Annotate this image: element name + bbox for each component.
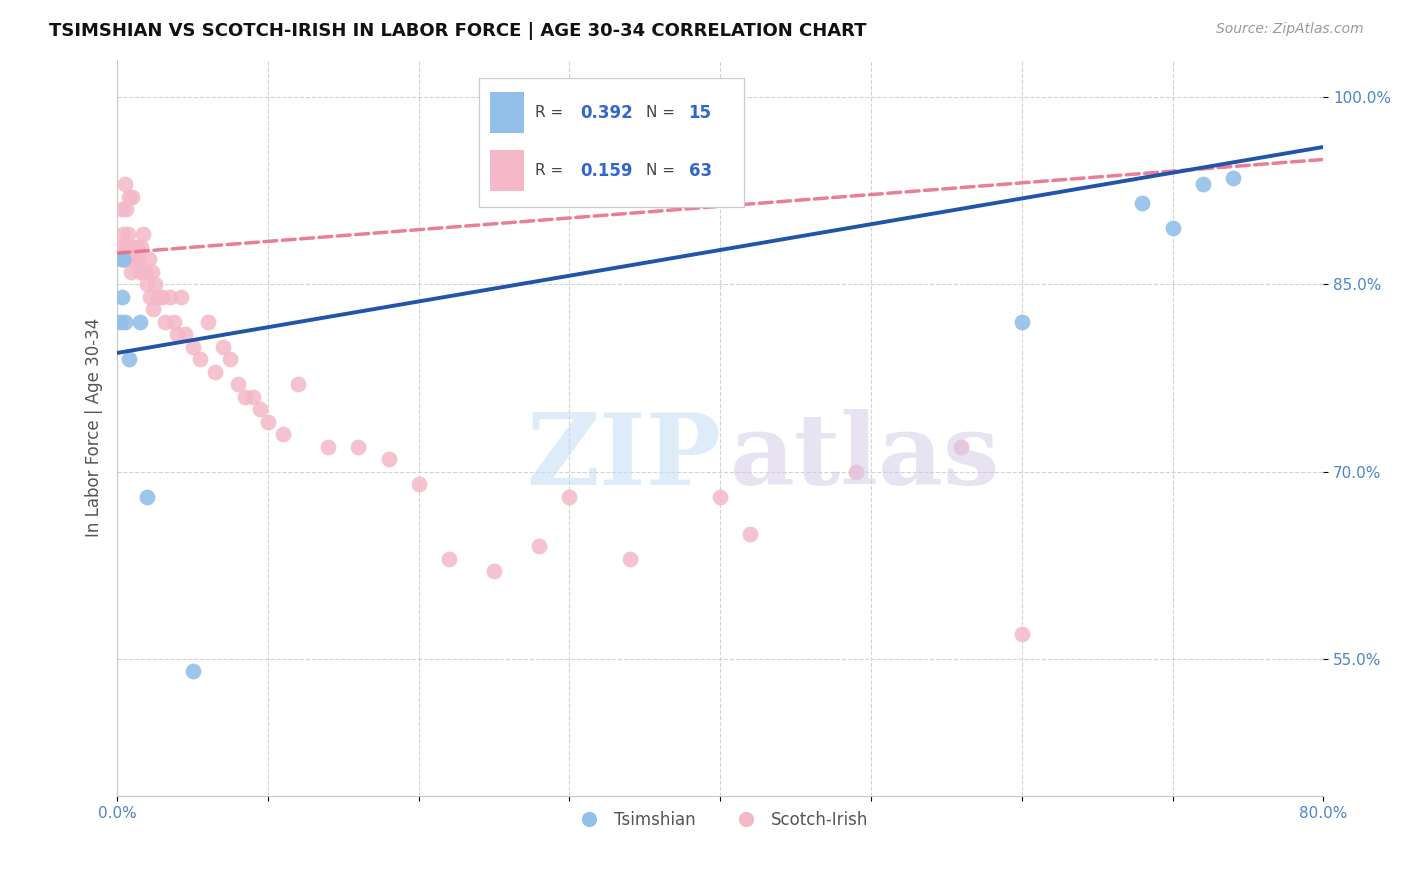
Point	[181, 665, 204, 679]
Point	[377, 452, 399, 467]
Point	[114, 315, 136, 329]
Text: atlas: atlas	[730, 409, 1000, 506]
Point	[347, 440, 370, 454]
Point	[709, 490, 731, 504]
Point	[118, 352, 141, 367]
Point	[111, 290, 134, 304]
Point	[112, 252, 135, 267]
Text: TSIMSHIAN VS SCOTCH-IRISH IN LABOR FORCE | AGE 30-34 CORRELATION CHART: TSIMSHIAN VS SCOTCH-IRISH IN LABOR FORCE…	[49, 22, 866, 40]
Point	[1011, 315, 1033, 329]
Point	[134, 265, 156, 279]
Point	[127, 252, 149, 267]
Point	[257, 415, 280, 429]
Point	[138, 252, 160, 267]
Text: Source: ZipAtlas.com: Source: ZipAtlas.com	[1216, 22, 1364, 37]
Point	[204, 365, 226, 379]
Point	[136, 277, 159, 292]
Point	[118, 190, 141, 204]
Point	[226, 377, 249, 392]
Point	[131, 240, 153, 254]
Point	[117, 227, 139, 242]
Point	[169, 290, 191, 304]
Point	[1161, 221, 1184, 235]
Point	[128, 265, 150, 279]
Point	[135, 265, 157, 279]
Point	[619, 552, 641, 566]
Legend: Tsimshian, Scotch-Irish: Tsimshian, Scotch-Irish	[565, 805, 875, 836]
Point	[112, 227, 135, 242]
Point	[108, 240, 131, 254]
Point	[120, 252, 142, 267]
Point	[271, 427, 294, 442]
Point	[121, 252, 143, 267]
Point	[181, 340, 204, 354]
Point	[112, 252, 135, 267]
Point	[740, 527, 762, 541]
Point	[249, 402, 271, 417]
Point	[122, 240, 145, 254]
Point	[437, 552, 460, 566]
Point	[408, 477, 430, 491]
Point	[152, 290, 174, 304]
Point	[114, 252, 136, 267]
Point	[124, 252, 146, 267]
Point	[143, 277, 166, 292]
Point	[115, 240, 138, 254]
Point	[316, 440, 339, 454]
Point	[233, 390, 256, 404]
Point	[155, 315, 177, 329]
Point	[108, 315, 131, 329]
Y-axis label: In Labor Force | Age 30-34: In Labor Force | Age 30-34	[86, 318, 103, 538]
Point	[120, 265, 142, 279]
Point	[139, 290, 162, 304]
Point	[482, 565, 505, 579]
Point	[529, 540, 551, 554]
Point	[558, 490, 581, 504]
Point	[136, 490, 159, 504]
Point	[121, 190, 143, 204]
Point	[174, 327, 197, 342]
Point	[132, 227, 155, 242]
Point	[219, 352, 242, 367]
Text: ZIP: ZIP	[526, 409, 721, 506]
Point	[950, 440, 973, 454]
Point	[211, 340, 233, 354]
Point	[845, 465, 868, 479]
Point	[188, 352, 211, 367]
Point	[287, 377, 309, 392]
Point	[141, 265, 163, 279]
Point	[114, 178, 136, 192]
Point	[146, 290, 169, 304]
Point	[125, 240, 148, 254]
Point	[1222, 171, 1244, 186]
Point	[159, 290, 181, 304]
Point	[142, 302, 165, 317]
Point	[115, 202, 138, 217]
Point	[242, 390, 264, 404]
Point	[1191, 178, 1213, 192]
Point	[1130, 196, 1153, 211]
Point	[111, 252, 134, 267]
Point	[163, 315, 186, 329]
Point	[128, 315, 150, 329]
Point	[111, 202, 134, 217]
Point	[197, 315, 219, 329]
Point	[166, 327, 188, 342]
Point	[1011, 627, 1033, 641]
